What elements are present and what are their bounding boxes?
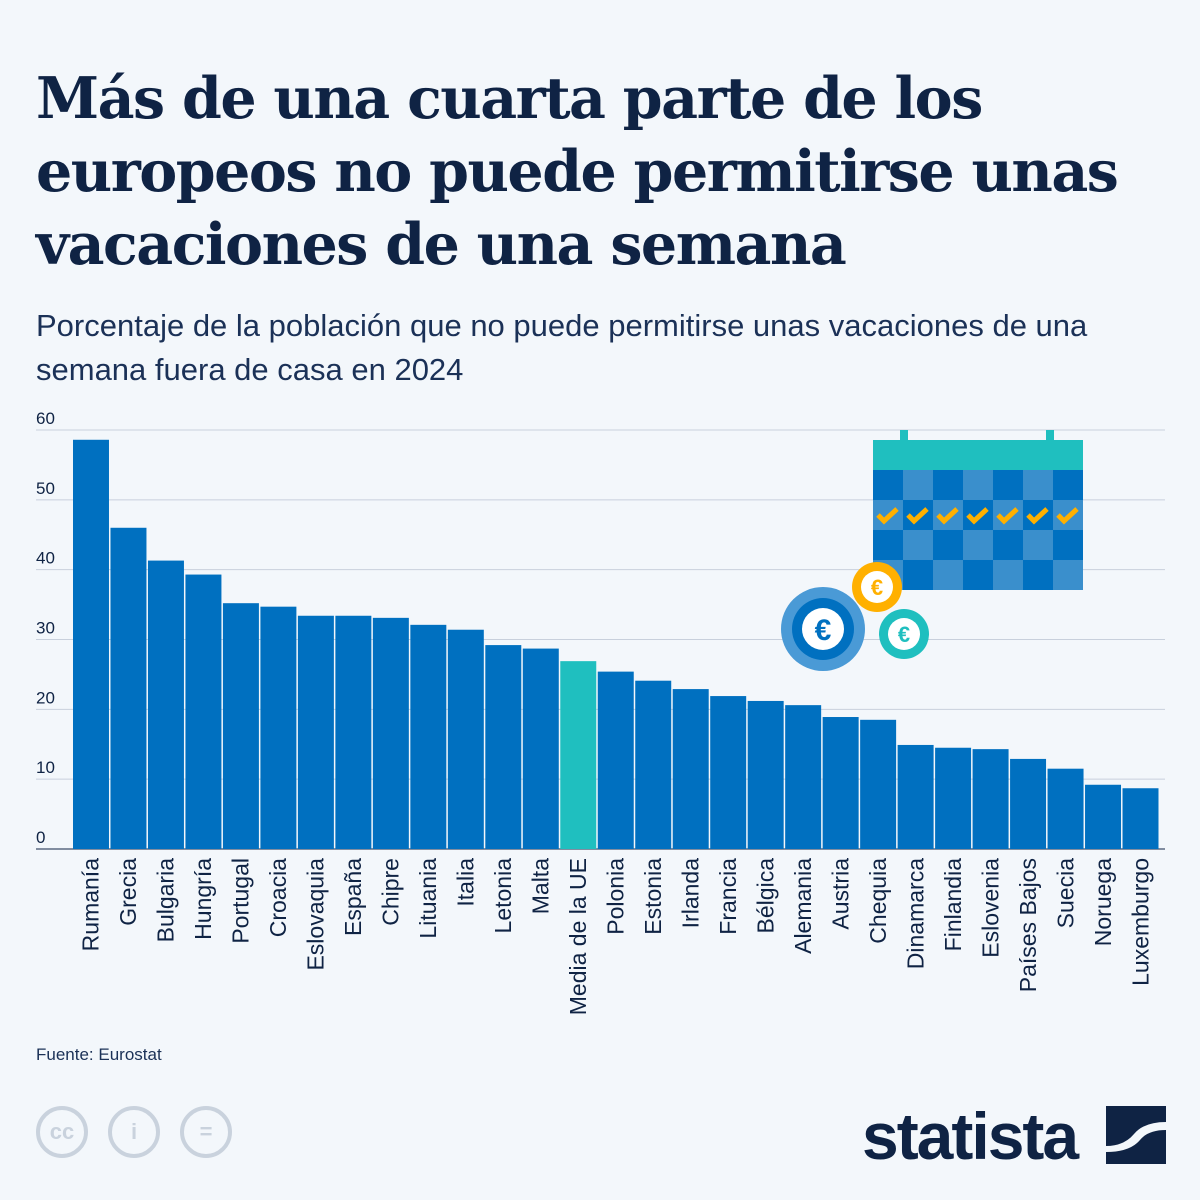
x-tick-label: Luxemburgo: [1127, 858, 1153, 986]
x-tick-label: Chequia: [865, 858, 891, 944]
bar[interactable]: [335, 615, 372, 849]
bar[interactable]: [897, 744, 934, 849]
check-icon: [876, 507, 899, 525]
y-tick-label: 50: [36, 479, 55, 498]
bar[interactable]: [597, 671, 634, 849]
x-tick-label: Chipre: [378, 858, 404, 926]
no-derivatives-icon[interactable]: =: [180, 1106, 232, 1158]
x-tick-label: Austria: [827, 858, 853, 930]
bar[interactable]: [185, 574, 222, 849]
bar[interactable]: [1010, 758, 1047, 849]
bar[interactable]: [297, 615, 334, 849]
x-tick-label: Irlanda: [677, 858, 703, 929]
check-icon: [906, 507, 929, 525]
x-tick-label: Portugal: [228, 858, 254, 944]
bar[interactable]: [522, 648, 559, 849]
x-tick-label: Bulgaria: [153, 858, 179, 943]
y-tick-label: 10: [36, 758, 55, 777]
bar[interactable]: [260, 606, 297, 849]
bar[interactable]: [1085, 784, 1122, 849]
bar[interactable]: [972, 749, 1009, 849]
x-tick-label: Letonia: [490, 858, 516, 934]
x-tick-label: Alemania: [790, 858, 816, 954]
bar[interactable]: [1122, 788, 1159, 849]
x-tick-label: Eslovenia: [977, 858, 1003, 958]
bar[interactable]: [710, 696, 747, 849]
check-icon: [1026, 507, 1049, 525]
bar[interactable]: [747, 700, 784, 849]
brand-name: statista: [862, 1099, 1079, 1173]
bar[interactable]: [785, 705, 822, 849]
bar[interactable]: [410, 624, 447, 849]
x-tick-label: Dinamarca: [902, 858, 928, 969]
cc-license-icon[interactable]: cc: [36, 1106, 88, 1158]
x-tick-label: España: [340, 858, 366, 936]
bar[interactable]: [372, 617, 409, 849]
y-tick-label: 60: [36, 409, 55, 428]
bar[interactable]: [147, 560, 184, 849]
statista-logo-icon: [1106, 1106, 1166, 1164]
bar[interactable]: [860, 719, 897, 849]
x-tick-label: Italia: [453, 858, 479, 907]
y-tick-label: 0: [36, 828, 45, 847]
x-tick-label: Finlandia: [940, 858, 966, 952]
euro-coin-icon: € € €: [781, 562, 929, 671]
svg-text:€: €: [815, 614, 832, 647]
x-tick-label: Suecia: [1052, 858, 1078, 929]
check-icon: [1056, 507, 1079, 525]
bar[interactable]: [1047, 768, 1084, 849]
statista-logo[interactable]: statista: [862, 1098, 1079, 1174]
x-tick-label: Bélgica: [752, 858, 778, 934]
illustration: € € €: [781, 430, 1083, 671]
x-tick-label: Lituania: [415, 858, 441, 939]
bar[interactable]: [222, 603, 259, 849]
x-tick-label: Francia: [715, 858, 741, 935]
bar[interactable]: [110, 527, 147, 849]
bar[interactable]: [822, 717, 859, 849]
y-tick-label: 40: [36, 549, 55, 568]
bar[interactable]: [485, 645, 522, 849]
svg-text:€: €: [898, 622, 910, 647]
bar[interactable]: [447, 629, 484, 849]
x-tick-label: Rumanía: [78, 858, 104, 952]
svg-text:€: €: [871, 575, 883, 600]
bar[interactable]: [73, 439, 109, 849]
y-tick-label: 30: [36, 619, 55, 638]
chart-title: Más de una cuarta parte de los europeos …: [36, 65, 1119, 278]
check-icon: [996, 507, 1019, 525]
x-tick-label: Noruega: [1090, 858, 1116, 946]
calendar-icon: [873, 430, 1083, 590]
attribution-icon[interactable]: i: [108, 1106, 160, 1158]
y-tick-label: 20: [36, 688, 55, 707]
check-icon: [936, 507, 959, 525]
x-tick-label: Estonia: [640, 858, 666, 935]
x-tick-label: Malta: [528, 858, 554, 914]
x-tick-label: Polonia: [603, 858, 629, 935]
x-tick-label: Países Bajos: [1015, 858, 1041, 992]
bar[interactable]: [635, 680, 672, 849]
x-tick-label: Grecia: [115, 858, 141, 926]
bar[interactable]: [672, 689, 709, 849]
bar[interactable]: [560, 661, 597, 849]
x-tick-label: Media de la UE: [565, 858, 591, 1015]
x-tick-label: Eslovaquia: [303, 858, 329, 971]
chart-subtitle: Porcentaje de la población que no puede …: [36, 308, 1088, 387]
x-tick-label: Hungría: [190, 858, 216, 940]
bar[interactable]: [935, 747, 972, 849]
source-note: Fuente: Eurostat: [36, 1045, 162, 1064]
check-icon: [966, 507, 989, 525]
x-tick-label: Croacia: [265, 858, 291, 937]
